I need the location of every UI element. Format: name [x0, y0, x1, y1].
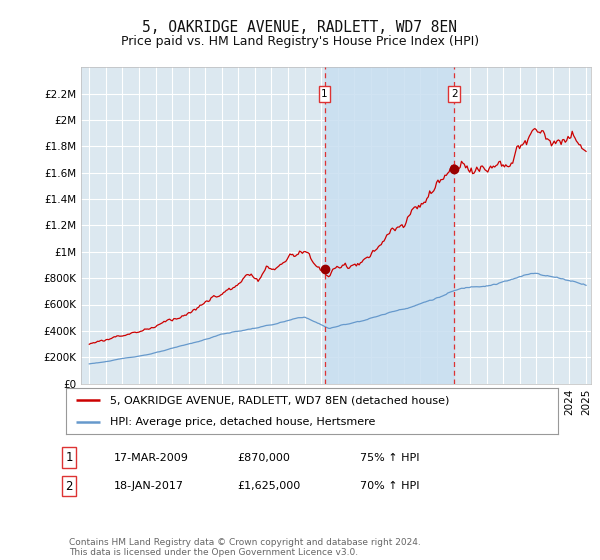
Text: 1: 1	[65, 451, 73, 464]
Text: 70% ↑ HPI: 70% ↑ HPI	[360, 481, 419, 491]
Text: 2: 2	[65, 479, 73, 493]
Text: 18-JAN-2017: 18-JAN-2017	[114, 481, 184, 491]
Text: Contains HM Land Registry data © Crown copyright and database right 2024.
This d: Contains HM Land Registry data © Crown c…	[69, 538, 421, 557]
Bar	[325, 67, 454, 384]
Text: Price paid vs. HM Land Registry's House Price Index (HPI): Price paid vs. HM Land Registry's House …	[121, 35, 479, 48]
Text: 5, OAKRIDGE AVENUE, RADLETT, WD7 8EN: 5, OAKRIDGE AVENUE, RADLETT, WD7 8EN	[143, 20, 458, 35]
Text: £1,625,000: £1,625,000	[237, 481, 300, 491]
Text: 75% ↑ HPI: 75% ↑ HPI	[360, 452, 419, 463]
Text: 2: 2	[451, 89, 458, 99]
Text: 1: 1	[321, 89, 328, 99]
Text: 17-MAR-2009: 17-MAR-2009	[114, 452, 189, 463]
Text: HPI: Average price, detached house, Hertsmere: HPI: Average price, detached house, Hert…	[110, 417, 376, 427]
Text: £870,000: £870,000	[237, 452, 290, 463]
Text: 5, OAKRIDGE AVENUE, RADLETT, WD7 8EN (detached house): 5, OAKRIDGE AVENUE, RADLETT, WD7 8EN (de…	[110, 395, 449, 405]
